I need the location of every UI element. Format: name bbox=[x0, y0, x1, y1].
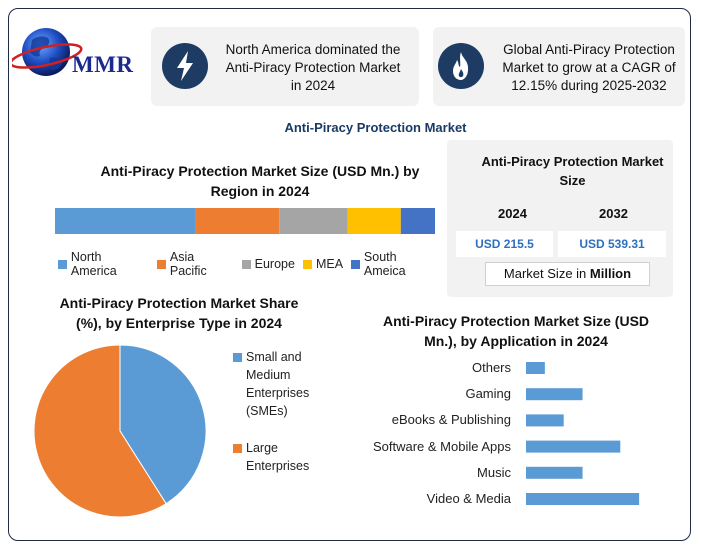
region-segment-asia-pacific bbox=[195, 208, 280, 234]
market-size-title: Anti-Piracy Protection Market Size bbox=[481, 154, 664, 188]
legend-swatch-smes bbox=[233, 353, 242, 362]
application-chart-title: Anti-Piracy Protection Market Size (USD … bbox=[382, 313, 650, 349]
infographic-frame bbox=[8, 8, 691, 541]
value-2024: USD 215.5 bbox=[456, 231, 553, 257]
highlight-card-1-text: North America dominated the Anti-Piracy … bbox=[225, 42, 401, 93]
region-legend-item-mea: MEA bbox=[302, 257, 344, 271]
region-chart-title: Anti-Piracy Protection Market Size (USD … bbox=[100, 163, 420, 199]
highlight-card-2: Global Anti-Piracy Protection Market to … bbox=[433, 27, 685, 106]
application-label-music: Music bbox=[477, 464, 511, 480]
legend-label: South Ameica bbox=[363, 250, 406, 278]
region-legend-item-south-ameica: South Ameica bbox=[351, 250, 440, 278]
legend-label-large: Large Enterprises bbox=[246, 441, 310, 473]
year-2032-label: 2032 bbox=[599, 206, 628, 221]
legend-swatch bbox=[157, 259, 166, 269]
legend-label: MEA bbox=[315, 257, 344, 271]
application-bar-software-mobile-apps bbox=[526, 440, 621, 453]
enterprise-pie-chart bbox=[33, 344, 207, 518]
application-bar-others bbox=[526, 362, 545, 374]
lightning-icon bbox=[162, 43, 208, 89]
legend-swatch bbox=[58, 259, 67, 269]
legend-swatch-large bbox=[233, 444, 242, 453]
region-segment-europe bbox=[279, 208, 348, 234]
application-label-others: Others bbox=[471, 360, 511, 375]
region-segment-mea bbox=[347, 208, 401, 234]
application-label-ebooks-publishing: eBooks & Publishing bbox=[391, 412, 511, 428]
application-bar-video-media bbox=[526, 493, 640, 505]
unit-bold: Million bbox=[589, 266, 632, 281]
pie-legend-item-smes: Small and Medium Enterprises (SMEs) bbox=[233, 348, 336, 420]
value-2032: USD 539.31 bbox=[558, 231, 666, 257]
application-label-software-mobile-apps: Software & Mobile Apps bbox=[372, 438, 511, 454]
region-segment-north-america bbox=[55, 208, 196, 234]
legend-label: Europe bbox=[254, 257, 295, 271]
region-legend-item-asia-pacific: Asia Pacific bbox=[157, 250, 234, 278]
region-legend-item-europe: Europe bbox=[241, 257, 295, 271]
pie-chart-title: Anti-Piracy Protection Market Share (%),… bbox=[59, 295, 299, 331]
application-label-video-media: Video & Media bbox=[426, 491, 511, 506]
year-2024-label: 2024 bbox=[498, 206, 527, 221]
market-size-unit: Market Size in Million bbox=[485, 262, 650, 286]
highlight-card-2-text: Global Anti-Piracy Protection Market to … bbox=[502, 42, 676, 93]
application-bar-music bbox=[526, 466, 583, 479]
legend-label: Asia Pacific bbox=[169, 250, 207, 278]
legend-label-smes: Small and Medium Enterprises (SMEs) bbox=[246, 350, 310, 418]
region-segment-south-ameica bbox=[400, 208, 435, 234]
pie-legend-item-large: Large Enterprises bbox=[233, 439, 336, 475]
region-legend-item-north-america: North America bbox=[58, 250, 149, 278]
application-label-gaming: Gaming bbox=[465, 386, 511, 402]
legend-swatch bbox=[241, 259, 251, 269]
application-bar-chart bbox=[526, 362, 640, 505]
unit-prefix: Market Size in bbox=[503, 266, 590, 281]
legend-swatch bbox=[351, 259, 360, 269]
highlight-card-1: North America dominated the Anti-Piracy … bbox=[151, 27, 419, 106]
legend-swatch bbox=[302, 259, 312, 269]
logo-text: MMR bbox=[72, 52, 134, 77]
main-title: Anti-Piracy Protection Market bbox=[284, 120, 467, 135]
application-bar-gaming bbox=[526, 388, 583, 401]
legend-label: North America bbox=[70, 250, 117, 278]
pie-slice-large-enterprises bbox=[33, 344, 167, 518]
region-legend: North America Asia Pacific Europe MEA South … bbox=[58, 250, 448, 278]
region-stacked-bar bbox=[55, 208, 435, 234]
flame-icon bbox=[438, 43, 484, 89]
application-bar-ebooks-publishing bbox=[526, 414, 564, 427]
